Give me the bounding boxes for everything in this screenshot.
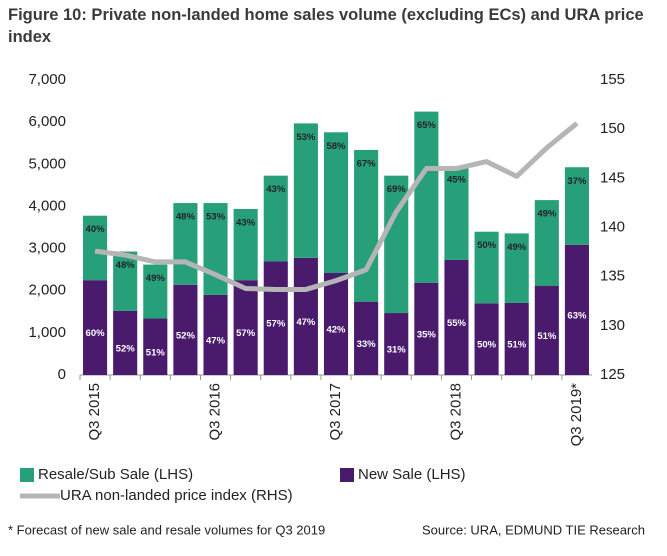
bar-segment <box>233 208 258 281</box>
bar-segment <box>323 132 349 274</box>
data-label: 69% <box>387 184 407 195</box>
bar-segment <box>534 285 559 375</box>
data-label: 42% <box>326 325 346 336</box>
y2-tick-label: 140 <box>600 218 625 235</box>
bar-segment <box>444 165 469 260</box>
data-label: 51% <box>146 347 166 358</box>
bar-segment <box>173 203 198 285</box>
bar-segment <box>143 264 168 319</box>
y-tick-label: 3,000 <box>28 240 66 257</box>
data-label: 49% <box>537 209 557 220</box>
y2-tick-label: 130 <box>600 317 625 334</box>
y-tick-label: 5,000 <box>28 155 66 172</box>
data-label: 51% <box>507 339 527 350</box>
data-label: 53% <box>206 212 226 223</box>
data-label: 57% <box>266 319 286 330</box>
data-label: 49% <box>507 242 527 253</box>
legend-swatch <box>340 468 354 482</box>
data-label: 60% <box>86 328 106 339</box>
x-tick-label: Q3 2018 <box>447 383 464 441</box>
data-label: 63% <box>567 310 587 321</box>
legend-label: Resale/Sub Sale (LHS) <box>38 466 193 483</box>
chart-title: Figure 10: Private non-landed home sales… <box>8 6 644 46</box>
data-label: 48% <box>176 212 196 223</box>
price-line <box>94 121 579 292</box>
bar-segment <box>564 167 589 245</box>
bar-segment <box>293 123 318 258</box>
data-label: 50% <box>477 240 497 251</box>
data-label: 52% <box>176 330 196 341</box>
bar-segment <box>534 200 559 286</box>
data-label: 45% <box>447 174 467 185</box>
data-label: 37% <box>567 176 587 187</box>
x-tick-label: Q3 2019* <box>568 383 585 447</box>
bar-segment <box>444 259 469 375</box>
y-tick-label: 7,000 <box>28 71 66 88</box>
data-label: 43% <box>266 184 286 195</box>
bar-segment <box>414 282 439 375</box>
data-label: 48% <box>116 260 136 271</box>
bar-segment <box>263 261 288 375</box>
data-label: 58% <box>326 141 346 152</box>
data-label: 67% <box>357 158 377 169</box>
bar-segment <box>173 284 198 375</box>
x-tick-label: Q3 2015 <box>86 383 103 441</box>
data-label: 47% <box>206 335 226 346</box>
data-label: 55% <box>447 318 467 329</box>
x-tick-label: Q3 2017 <box>327 383 344 441</box>
bar-segment <box>263 175 288 262</box>
y-tick-label: 6,000 <box>28 113 66 130</box>
bar-segment <box>384 313 409 375</box>
y-tick-label: 1,000 <box>28 324 66 341</box>
legend-label: URA non-landed price index (RHS) <box>60 487 293 504</box>
y2-tick-label: 155 <box>600 71 625 88</box>
bar-segment <box>113 251 138 311</box>
legend-label: New Sale (LHS) <box>358 466 466 483</box>
bar-segment <box>203 294 228 375</box>
data-label: 65% <box>417 120 437 131</box>
y2-tick-label: 125 <box>600 366 625 383</box>
footnote: * Forecast of new sale and resale volume… <box>8 522 325 537</box>
data-label: 57% <box>236 328 256 339</box>
bar-segment <box>504 302 529 375</box>
bar-segment <box>414 111 439 283</box>
bar-segment <box>83 280 108 375</box>
y2-tick-label: 145 <box>600 169 625 186</box>
data-label: 50% <box>477 340 497 351</box>
data-label: 33% <box>357 339 377 350</box>
y2-tick-label: 135 <box>600 268 625 285</box>
bar-segment <box>233 280 258 375</box>
data-label: 31% <box>387 345 407 356</box>
legend-swatch <box>20 468 34 482</box>
source: Source: URA, EDMUND TIE Research <box>422 522 645 537</box>
bar-segment <box>474 303 499 375</box>
y2-tick-label: 150 <box>600 120 625 137</box>
data-label: 53% <box>296 132 316 143</box>
bar-segment <box>564 244 589 375</box>
data-label: 40% <box>86 224 106 235</box>
bar-segment <box>293 257 318 375</box>
bar-segment <box>354 301 379 375</box>
x-tick-label: Q3 2016 <box>206 383 223 441</box>
data-label: 49% <box>146 273 166 284</box>
bar-segment <box>83 215 108 281</box>
data-label: 52% <box>116 343 136 354</box>
bar-segment <box>143 318 168 375</box>
data-label: 51% <box>537 331 557 342</box>
bar-segment <box>323 273 349 375</box>
bar-segment <box>504 233 529 303</box>
bar-segment <box>354 149 379 302</box>
data-label: 43% <box>236 217 256 228</box>
data-label: 35% <box>417 329 437 340</box>
y-tick-label: 4,000 <box>28 197 66 214</box>
y-tick-label: 0 <box>58 366 66 383</box>
bar-segment <box>113 310 138 375</box>
bar-segment <box>474 231 499 304</box>
y-tick-label: 2,000 <box>28 282 66 299</box>
data-label: 47% <box>296 317 316 328</box>
